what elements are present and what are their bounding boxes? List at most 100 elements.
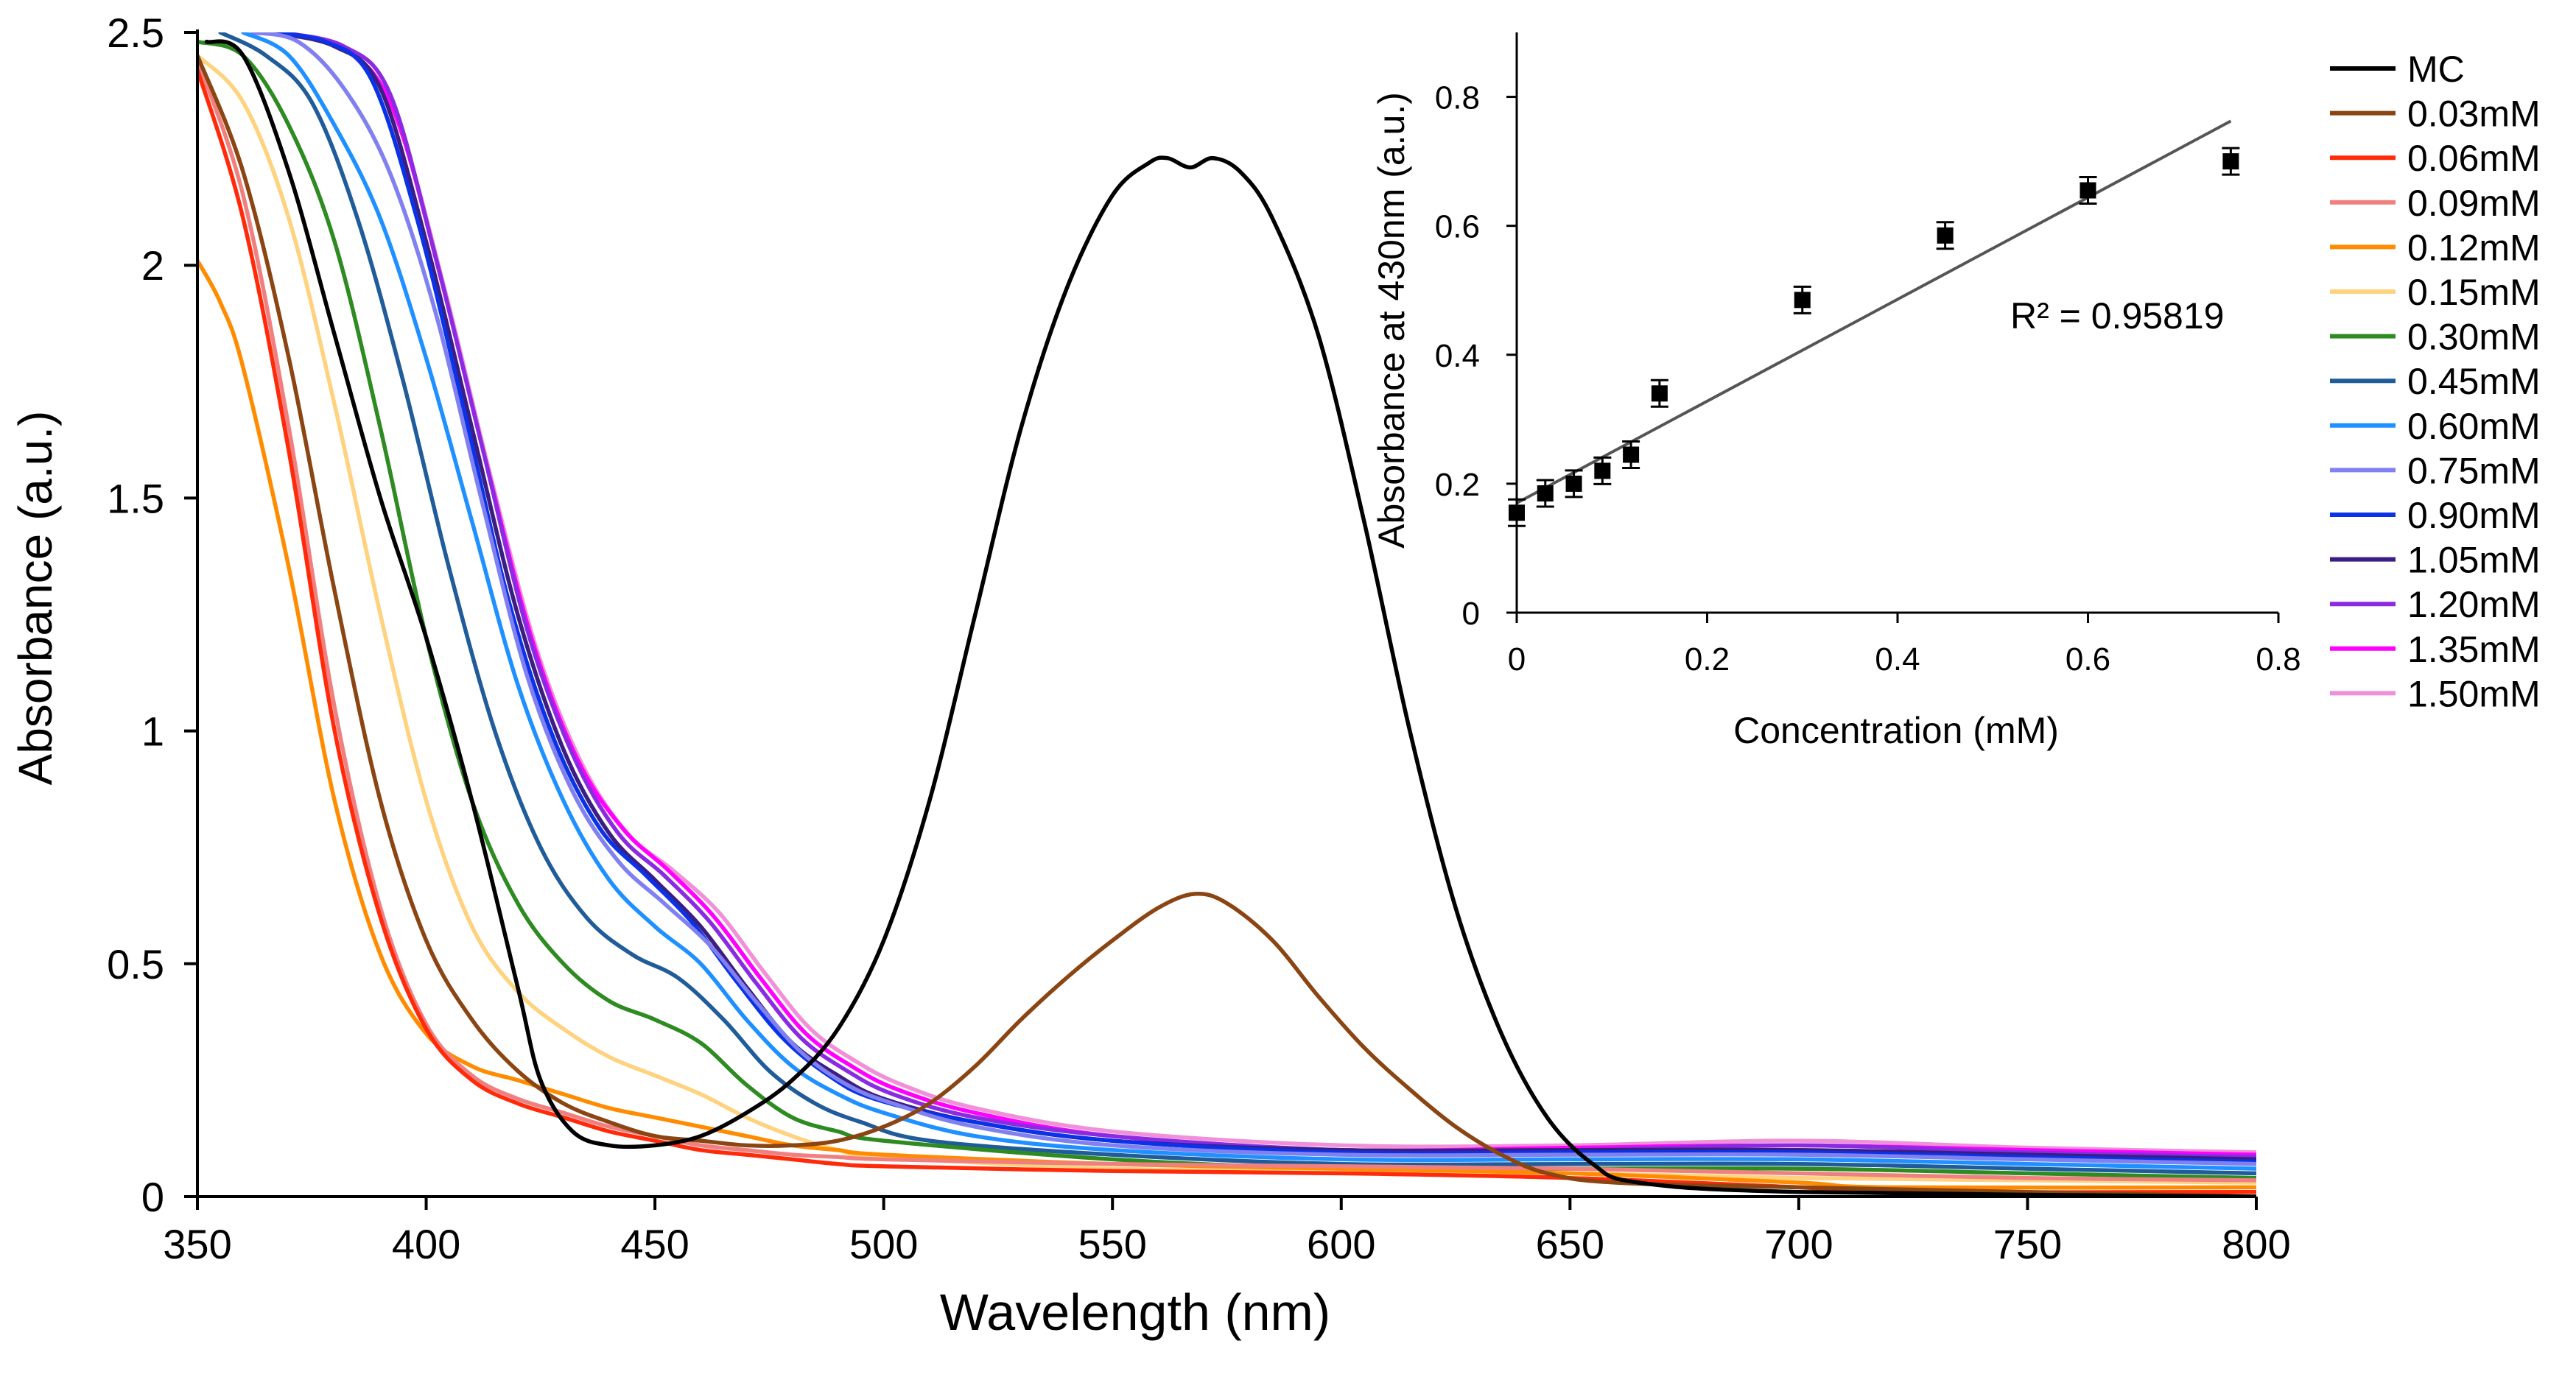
inset-data-point <box>2222 147 2240 176</box>
legend-label: 0.90mM <box>2407 495 2541 536</box>
legend-label: 0.75mM <box>2407 450 2541 491</box>
series-line-0-90mm <box>264 32 2256 1164</box>
inset-y-tick-label: 0.2 <box>1435 467 1480 503</box>
legend-item: 1.20mM <box>2330 584 2541 625</box>
main-x-tick-label: 350 <box>163 1221 231 1267</box>
legend-label: 1.35mM <box>2407 629 2541 670</box>
inset-data-point <box>1793 285 1811 314</box>
data-marker <box>1623 446 1640 463</box>
legend-item: MC <box>2330 49 2465 90</box>
legend-label: 0.60mM <box>2407 406 2541 447</box>
legend-label: MC <box>2407 49 2465 90</box>
inset-y-tick-label: 0 <box>1462 596 1480 632</box>
series-line-mc <box>204 39 2256 1197</box>
legend-label: 1.50mM <box>2407 673 2541 714</box>
data-marker <box>1794 292 1811 309</box>
data-marker <box>1594 462 1611 479</box>
legend-item: 0.12mM <box>2330 227 2541 268</box>
inset-axes: 0 0.2 0.4 0.6 0.8 0 0.2 0.4 0.6 0.8 <box>1435 32 2301 677</box>
inset-y-tick-label: 0.4 <box>1435 338 1480 374</box>
main-y-tick-label: 0.5 <box>107 941 164 987</box>
legend-label: 0.30mM <box>2407 317 2541 358</box>
main-x-tick-label: 750 <box>1993 1221 2062 1267</box>
inset-data-point <box>1508 498 1526 527</box>
main-x-tick-label: 800 <box>2222 1221 2290 1267</box>
inset-x-tick-label: 0.6 <box>2066 641 2110 677</box>
main-y-tick-label: 0 <box>141 1174 164 1220</box>
inset-x-tick-label: 0.8 <box>2256 641 2300 677</box>
series-line-0-03mm <box>197 53 2256 1197</box>
legend-item: 0.03mM <box>2330 94 2541 135</box>
inset-data-point <box>2079 176 2097 205</box>
inset-data-point <box>1936 221 1954 250</box>
inset-fit-line <box>1516 119 2232 504</box>
inset-y-axis-label: Absorbance at 430nm (a.u.) <box>1371 92 1412 549</box>
legend-label: 1.05mM <box>2407 540 2541 581</box>
series-line-0-12mm <box>197 258 2256 1190</box>
data-marker <box>2222 153 2239 170</box>
legend-label: 0.12mM <box>2407 227 2541 268</box>
main-x-tick-label: 600 <box>1307 1221 1375 1267</box>
inset-r-squared-annotation: R² = 0.95819 <box>2010 295 2224 337</box>
series-line-0-09mm <box>197 58 2256 1183</box>
legend: MC0.03mM0.06mM0.09mM0.12mM0.15mM0.30mM0.… <box>2330 49 2541 714</box>
legend-item: 0.75mM <box>2330 450 2541 491</box>
legend-item: 1.05mM <box>2330 540 2541 581</box>
series-line-0-06mm <box>197 67 2256 1194</box>
main-y-tick-label: 1 <box>141 708 164 755</box>
legend-item: 0.90mM <box>2330 495 2541 536</box>
inset-x-axis-label: Concentration (mM) <box>1733 710 2059 751</box>
inset-chart: 0 0.2 0.4 0.6 0.8 0 0.2 0.4 0.6 0.8 Concentration… <box>1371 32 2301 751</box>
legend-label: 0.06mM <box>2407 138 2541 179</box>
data-marker <box>1537 485 1554 502</box>
main-y-tick-label: 2.5 <box>107 10 164 56</box>
legend-item: 0.06mM <box>2330 138 2541 179</box>
main-series-lines <box>197 32 2256 1197</box>
series-line-0-60mm <box>241 32 2256 1171</box>
legend-label: 0.45mM <box>2407 361 2541 402</box>
legend-item: 0.09mM <box>2330 183 2541 224</box>
inset-data-point <box>1593 456 1612 485</box>
inset-data-points <box>1508 147 2240 527</box>
legend-item: 1.35mM <box>2330 629 2541 670</box>
legend-item: 1.50mM <box>2330 673 2541 714</box>
data-marker <box>1565 475 1582 492</box>
linear-fit-line <box>1516 119 2232 504</box>
inset-data-point <box>1622 440 1640 469</box>
main-x-tick-label: 650 <box>1536 1221 1604 1267</box>
legend-label: 1.20mM <box>2407 584 2541 625</box>
inset-y-tick-label: 0.8 <box>1435 80 1480 116</box>
main-chart: 350 400 450 500 550 600 650 700 750 800 0 0.5 1 1.5 2 2… <box>9 10 2291 1341</box>
main-x-tick-label: 450 <box>620 1221 689 1267</box>
main-x-tick-label: 400 <box>392 1221 460 1267</box>
main-x-axis-label: Wavelength (nm) <box>940 1283 1330 1341</box>
legend-item: 0.15mM <box>2330 272 2541 313</box>
inset-data-point <box>1565 469 1583 499</box>
legend-item: 0.30mM <box>2330 317 2541 358</box>
inset-x-tick-label: 0.4 <box>1875 641 1920 677</box>
main-y-tick-label: 2 <box>141 242 164 289</box>
inset-x-tick-label: 0 <box>1508 641 1526 677</box>
legend-label: 0.15mM <box>2407 272 2541 313</box>
data-marker <box>2080 182 2096 199</box>
series-line-0-45mm <box>218 32 2256 1176</box>
main-axes: 350 400 450 500 550 600 650 700 750 800 0 0.5 1 1.5 2 2… <box>107 10 2291 1267</box>
inset-x-tick-label: 0.2 <box>1685 641 1730 677</box>
inset-y-tick-label: 0.6 <box>1435 209 1480 245</box>
inset-data-point <box>1650 378 1668 408</box>
legend-label: 0.09mM <box>2407 183 2541 224</box>
main-x-tick-label: 550 <box>1078 1221 1147 1267</box>
series-line-0-75mm <box>250 32 2256 1166</box>
legend-item: 0.45mM <box>2330 361 2541 402</box>
main-y-axis-label: Absorbance (a.u.) <box>9 411 62 786</box>
main-x-tick-label: 700 <box>1764 1221 1833 1267</box>
main-y-tick-label: 1.5 <box>107 475 164 521</box>
data-marker <box>1651 385 1668 402</box>
data-marker <box>1937 227 1954 244</box>
main-x-tick-label: 500 <box>849 1221 918 1267</box>
legend-item: 0.60mM <box>2330 406 2541 447</box>
data-marker <box>1509 504 1525 521</box>
inset-data-point <box>1536 479 1554 508</box>
legend-label: 0.03mM <box>2407 94 2541 135</box>
